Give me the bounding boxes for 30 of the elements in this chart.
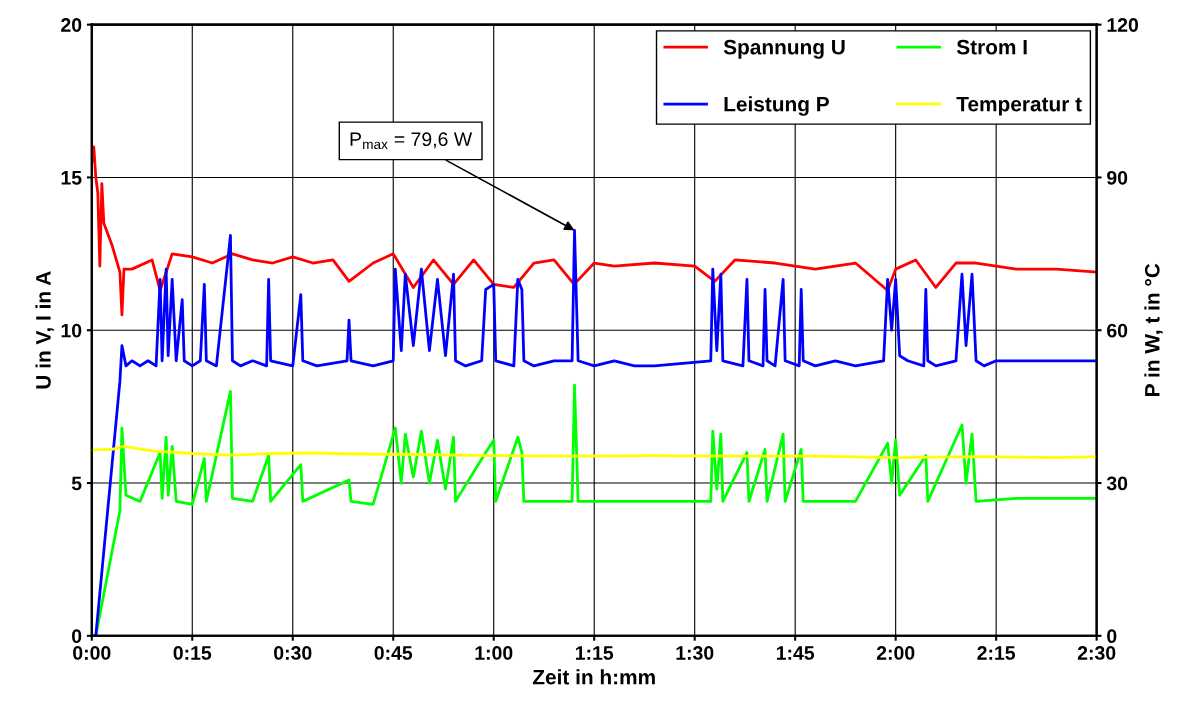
- x-tick-label: 1:00: [475, 646, 513, 660]
- x-tick-label: 0:45: [374, 646, 413, 660]
- y2-tick-label: 120: [1107, 18, 1139, 32]
- x-tick-label: 2:15: [977, 646, 1016, 660]
- y-tick-label: 0: [72, 629, 82, 644]
- y2-tick-label: 0: [1107, 629, 1117, 644]
- y2-tick-label: 90: [1107, 170, 1128, 185]
- x-tick-label: 0:00: [73, 646, 111, 660]
- x-tick-label: 0:15: [173, 646, 212, 660]
- legend-label: Spannung U: [723, 39, 845, 59]
- x-tick-label: 2:30: [1077, 646, 1116, 660]
- x-tick-label: 0:30: [274, 646, 312, 660]
- y2-axis-title: P in W, t in °C: [1144, 263, 1163, 396]
- annotation: P$_{max}$ = 79,6 W: [350, 132, 473, 150]
- line-series: [91, 444, 1097, 459]
- x-tick-label: 1:15: [575, 646, 614, 660]
- y-tick-label: 10: [61, 323, 82, 338]
- y-tick-label: 5: [71, 476, 82, 491]
- y-axis-title: U in V, I in A: [35, 271, 54, 389]
- x-tick-label: 1:30: [676, 646, 714, 660]
- legend-label: Temperatur t: [956, 96, 1082, 116]
- y2-tick-label: 30: [1106, 476, 1128, 491]
- legend-label: Strom I: [956, 39, 1027, 55]
- x-axis-title: Zeit in h:mm: [532, 669, 655, 685]
- legend-label: Leistung P: [724, 96, 829, 116]
- y-tick-label: 20: [61, 18, 82, 32]
- x-tick-label: 1:45: [776, 646, 815, 660]
- x-tick-label: 2:00: [876, 646, 915, 660]
- y2-tick-label: 60: [1107, 323, 1128, 338]
- y-tick-label: 15: [61, 171, 82, 185]
